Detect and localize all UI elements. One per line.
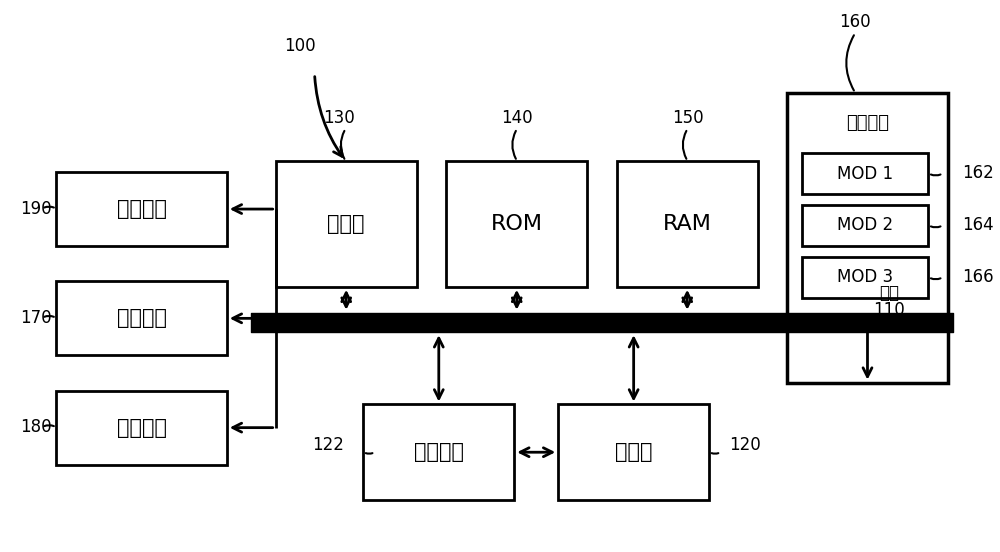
Text: MOD 3: MOD 3 [837, 268, 893, 286]
Text: 150: 150 [672, 109, 704, 126]
Text: 处理器: 处理器 [615, 442, 652, 462]
Text: 180: 180 [20, 418, 52, 437]
Bar [802, 257, 928, 298]
Text: 通信接口: 通信接口 [117, 418, 167, 438]
Text: 170: 170 [20, 309, 52, 327]
Text: ROM: ROM [491, 214, 543, 234]
Text: 140: 140 [501, 109, 533, 126]
Text: RAM: RAM [663, 214, 712, 234]
Text: 总线: 总线 [879, 284, 899, 302]
Text: 110: 110 [874, 301, 905, 319]
Text: 存储器: 存储器 [327, 214, 365, 234]
Text: 160: 160 [839, 13, 871, 31]
Text: 120: 120 [729, 437, 760, 454]
Bar [56, 282, 227, 355]
Bar [802, 153, 928, 194]
Text: 122: 122 [312, 437, 344, 454]
Bar [617, 161, 758, 287]
Bar [56, 391, 227, 465]
Text: 100: 100 [284, 38, 316, 56]
Bar [802, 205, 928, 246]
Bar [276, 161, 417, 287]
Bar [363, 405, 514, 500]
Bar [558, 405, 709, 500]
Text: 190: 190 [20, 200, 52, 218]
Text: 输出设备: 输出设备 [117, 309, 167, 328]
Bar [446, 161, 587, 287]
Text: MOD 1: MOD 1 [837, 164, 893, 183]
Bar [56, 172, 227, 246]
Text: MOD 2: MOD 2 [837, 216, 893, 235]
Text: 162: 162 [962, 164, 994, 182]
Text: 高速缓存: 高速缓存 [414, 442, 464, 462]
Bar [787, 93, 948, 383]
Text: 166: 166 [962, 268, 994, 286]
Text: 164: 164 [962, 216, 994, 234]
Text: 130: 130 [323, 109, 355, 126]
Text: 存储设备: 存储设备 [846, 114, 889, 132]
Text: 输入设备: 输入设备 [117, 199, 167, 219]
